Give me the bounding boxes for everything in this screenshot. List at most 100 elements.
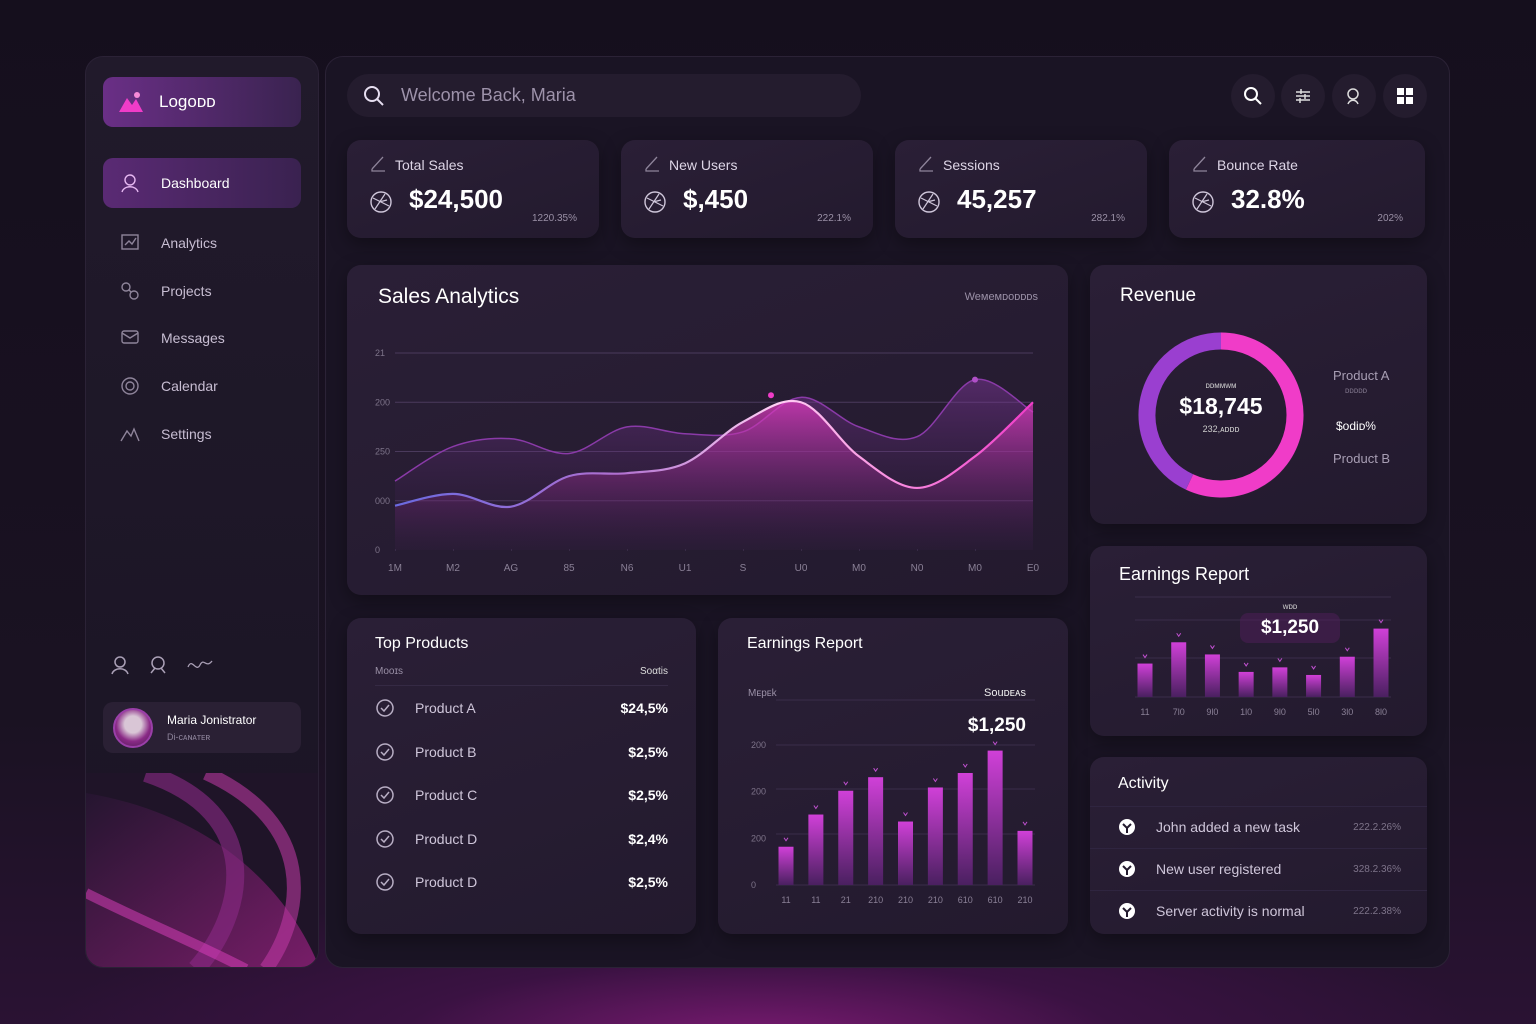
bar[interactable] bbox=[1171, 642, 1187, 697]
x-tick-label: AG bbox=[504, 563, 519, 574]
sales-analytics-card: Sales Analytics Weᴍeᴍᴅoᴅᴅᴅs 0 000 250 200 21… bbox=[347, 265, 1068, 595]
sidebar-item-dashboard[interactable]: Dashboard bbox=[103, 158, 301, 208]
x-tick-label: M0 bbox=[852, 563, 866, 574]
revenue-title: Revenue bbox=[1120, 285, 1197, 306]
activity-item[interactable]: New user registered 328.2.36% bbox=[1090, 848, 1427, 889]
user-icon bbox=[121, 174, 139, 193]
revenue-donut bbox=[1138, 332, 1304, 498]
product-row[interactable]: Product C $2,5% bbox=[375, 785, 668, 805]
bar[interactable] bbox=[778, 846, 794, 885]
product-row[interactable]: Product D $2,4% bbox=[375, 829, 668, 849]
sidebar-item-settings[interactable]: Settings bbox=[103, 409, 301, 459]
stat-card-sessions[interactable]: Sessions 45,257 282.1% bbox=[895, 140, 1147, 238]
stat-change: 202% bbox=[1377, 213, 1403, 224]
bar[interactable] bbox=[957, 773, 973, 885]
profile-card[interactable]: Maria Jonistrator Di-ᴄᴀɴᴀᴛᴇʀ bbox=[103, 702, 301, 753]
sidebar-footer-icons bbox=[110, 655, 214, 675]
bar[interactable] bbox=[1204, 654, 1220, 697]
y-tick-label: 200 bbox=[375, 397, 390, 407]
sidebar-item-calendar[interactable]: Calendar bbox=[103, 361, 301, 411]
x-tick-label: 1M bbox=[388, 563, 402, 574]
x-tick-label: E0 bbox=[1027, 563, 1040, 574]
product-name: Product C bbox=[415, 787, 478, 803]
x-tick-label: 9l0 bbox=[1206, 707, 1218, 717]
stat-value: $,450 bbox=[683, 184, 749, 214]
filter-button[interactable] bbox=[1281, 74, 1325, 118]
bar[interactable] bbox=[898, 821, 913, 885]
x-tick-label: 5l0 bbox=[1308, 707, 1320, 717]
legend-product-b: Product B bbox=[1333, 451, 1391, 466]
stat-card-bounce-rate[interactable]: Bounce Rate 32.8% 202% bbox=[1169, 140, 1425, 238]
bar[interactable] bbox=[1238, 671, 1254, 697]
bar[interactable] bbox=[1339, 656, 1355, 697]
x-tick-label: 85 bbox=[563, 563, 575, 574]
signature-icon[interactable] bbox=[186, 655, 214, 675]
bar[interactable] bbox=[1373, 628, 1389, 697]
activity-item[interactable]: Server activity is normal 222.2.38% bbox=[1090, 890, 1427, 931]
sidebar-item-messages[interactable]: Messages bbox=[103, 313, 301, 363]
product-row[interactable]: Product B $2,5% bbox=[375, 742, 668, 762]
logo[interactable]: Logoᴅᴅ bbox=[103, 77, 301, 127]
calendar-icon bbox=[121, 377, 139, 395]
revenue-total: $18,745 bbox=[1179, 393, 1263, 419]
sidebar-item-projects[interactable]: Projects bbox=[103, 266, 301, 316]
stat-label: Total Sales bbox=[395, 157, 464, 173]
pen-icon bbox=[371, 156, 385, 172]
check-circle-icon bbox=[376, 873, 394, 891]
check-circle-icon bbox=[376, 786, 394, 804]
activity-card: Activity John added a new task 222.2.26% N… bbox=[1090, 757, 1427, 934]
product-row[interactable]: Product A $24,5% bbox=[375, 698, 668, 718]
user-icon[interactable] bbox=[110, 655, 130, 675]
bar-marker bbox=[1142, 654, 1148, 659]
sales-title: Sales Analytics bbox=[378, 285, 520, 308]
search-placeholder: Welcome Back, Maria bbox=[401, 85, 576, 105]
earnings-left-label: Mᴇpᴇk bbox=[748, 688, 777, 699]
notifications-button[interactable] bbox=[1332, 74, 1376, 118]
x-tick-label: N0 bbox=[911, 563, 924, 574]
bar-marker bbox=[1022, 821, 1028, 826]
stat-label: Sessions bbox=[943, 157, 1000, 173]
x-tick-label: 610 bbox=[988, 895, 1003, 905]
bar[interactable] bbox=[868, 777, 884, 885]
x-tick-label: U1 bbox=[679, 563, 692, 574]
bar[interactable] bbox=[808, 814, 824, 885]
stat-card-new-users[interactable]: New Users $,450 222.1% bbox=[621, 140, 873, 238]
sales-period-select[interactable]: Weᴍeᴍᴅoᴅᴅᴅs bbox=[964, 291, 1038, 303]
bar[interactable] bbox=[838, 790, 854, 885]
revenue-center-label: ᴅᴅᴍᴍᴡᴍ bbox=[1205, 381, 1237, 390]
chat-icon[interactable] bbox=[148, 655, 168, 675]
user-search-icon bbox=[1347, 88, 1359, 105]
activity-meta: 328.2.36% bbox=[1353, 863, 1401, 875]
product-value: $2,4% bbox=[628, 830, 668, 847]
bar[interactable] bbox=[987, 750, 1003, 885]
bar[interactable] bbox=[1306, 674, 1322, 697]
sliders-icon bbox=[1296, 89, 1310, 103]
x-tick-label: 210 bbox=[1017, 895, 1032, 905]
donut-slice-product-a[interactable] bbox=[1185, 332, 1304, 498]
globe-icon bbox=[370, 191, 392, 213]
product-value: $2,5% bbox=[628, 787, 668, 803]
bar[interactable] bbox=[1137, 663, 1153, 697]
grid-menu-button[interactable] bbox=[1383, 74, 1427, 118]
tooltip-label: ᴡᴅᴅ bbox=[1282, 602, 1298, 611]
product-value: $24,5% bbox=[620, 700, 668, 716]
x-tick-label: 7l0 bbox=[1173, 707, 1185, 717]
bar[interactable] bbox=[1017, 830, 1033, 885]
search-bar[interactable]: Welcome Back, Maria bbox=[347, 74, 861, 117]
sidebar-item-analytics[interactable]: Analytics bbox=[103, 218, 301, 268]
donut-slice-product-b[interactable] bbox=[1138, 332, 1222, 490]
bar[interactable] bbox=[1272, 667, 1288, 697]
product-row[interactable]: Product D $2,5% bbox=[375, 872, 668, 892]
pen-icon bbox=[919, 156, 933, 172]
grid-icon bbox=[1397, 88, 1413, 104]
y-tick-label: 200 bbox=[751, 740, 766, 750]
stat-value: 32.8% bbox=[1231, 184, 1305, 214]
bar[interactable] bbox=[927, 787, 943, 885]
stat-change: 282.1% bbox=[1091, 213, 1125, 224]
search-button[interactable] bbox=[1231, 74, 1275, 118]
legend-percent: $odiᴅ% bbox=[1336, 419, 1376, 433]
pen-icon bbox=[1193, 156, 1207, 172]
check-circle-icon bbox=[376, 699, 394, 717]
activity-item[interactable]: John added a new task 222.2.26% bbox=[1090, 806, 1427, 847]
stat-card-total-sales[interactable]: Total Sales $24,500 1220.35% bbox=[347, 140, 599, 238]
